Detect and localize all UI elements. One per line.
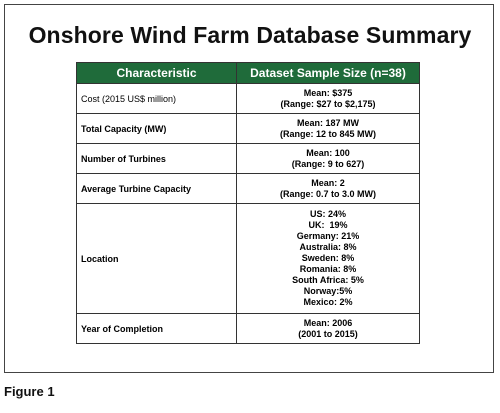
table-row: Cost (2015 US$ million) Mean: $375 (Rang… xyxy=(76,83,420,114)
value-line: (2001 to 2015) xyxy=(298,328,358,339)
row-value: Mean: 187 MW (Range: 12 to 845 MW) xyxy=(236,113,420,144)
table-row: Location US: 24% UK: 19% Germany: 21% Au… xyxy=(76,203,420,314)
row-label-text: Number of Turbines xyxy=(81,153,166,164)
row-label: Location xyxy=(76,203,237,314)
row-label-text: Location xyxy=(81,253,119,264)
value-line: Mean: 187 MW xyxy=(296,117,359,128)
value-line: (Range: 0.7 to 3.0 MW) xyxy=(279,188,376,199)
value-line: Australia: 8% xyxy=(299,242,357,252)
figure-caption: Figure 1 xyxy=(4,384,55,399)
page-title: Onshore Wind Farm Database Summary xyxy=(28,22,472,48)
row-label: Number of Turbines xyxy=(76,143,237,174)
row-value: Mean: $375 (Range: $27 to $2,175) xyxy=(236,83,420,114)
value-line: Mean: 100 xyxy=(306,147,350,158)
value-line: US: 24% xyxy=(309,209,346,219)
value-line: Mean: $375 xyxy=(303,87,353,98)
value-line: Norway:5% xyxy=(303,286,353,296)
value-line: Germany: 21% xyxy=(296,231,360,241)
table-row: Total Capacity (MW) Mean: 187 MW (Range:… xyxy=(76,113,420,144)
row-value: Mean: 100 (Range: 9 to 627) xyxy=(236,143,420,174)
figure-frame: Onshore Wind Farm Database Summary Chara… xyxy=(4,4,494,373)
value-line: (Range: 9 to 627) xyxy=(291,158,365,169)
table-row: Year of Completion Mean: 2006 (2001 to 2… xyxy=(76,313,420,344)
row-label-unit: (2015 US$ million) xyxy=(99,93,177,104)
value-line: Romania: 8% xyxy=(299,264,357,274)
row-label-text: Cost xyxy=(81,93,100,104)
row-label-text: Total Capacity (MW) xyxy=(81,123,167,134)
value-line: Mean: 2 xyxy=(311,177,345,188)
row-label-text: Average Turbine Capacity xyxy=(81,183,192,194)
row-label: Total Capacity (MW) xyxy=(76,113,237,144)
row-value: Mean: 2006 (2001 to 2015) xyxy=(236,313,420,344)
value-line: Mean: 2006 xyxy=(303,317,353,328)
row-label-text: Year of Completion xyxy=(81,323,164,334)
table-row: Number of Turbines Mean: 100 (Range: 9 t… xyxy=(76,143,420,174)
table-row: Average Turbine Capacity Mean: 2 (Range:… xyxy=(76,173,420,204)
value-line: (Range: $27 to $2,175) xyxy=(280,98,376,109)
row-label: Cost (2015 US$ million) xyxy=(76,83,237,114)
summary-table: Characteristic Dataset Sample Size (n=38… xyxy=(76,62,420,344)
row-value: Mean: 2 (Range: 0.7 to 3.0 MW) xyxy=(236,173,420,204)
header-sample-size: Dataset Sample Size (n=38) xyxy=(236,62,420,84)
header-characteristic: Characteristic xyxy=(76,62,237,84)
row-value: US: 24% UK: 19% Germany: 21% Australia: … xyxy=(236,203,420,314)
row-label: Year of Completion xyxy=(76,313,237,344)
value-line: Sweden: 8% xyxy=(301,253,355,263)
value-line: Mexico: 2% xyxy=(303,297,353,307)
row-label: Average Turbine Capacity xyxy=(76,173,237,204)
value-line: South Africa: 5% xyxy=(292,275,364,285)
value-line: (Range: 12 to 845 MW) xyxy=(279,128,376,139)
value-line: UK: 19% xyxy=(308,220,348,230)
table-header-row: Characteristic Dataset Sample Size (n=38… xyxy=(76,62,420,84)
